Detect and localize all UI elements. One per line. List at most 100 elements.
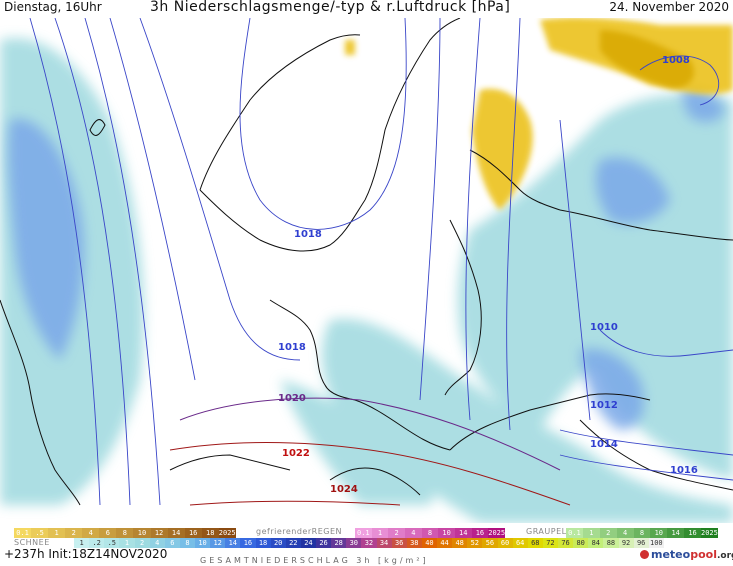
freezing-rain-label: gefrierenderREGEN [256, 527, 342, 536]
isobar-label: 1018 [278, 342, 306, 353]
map-header: Dienstag, 16Uhr 3h Niederschlagsmenge/-t… [0, 0, 733, 18]
legend-cell: .5 [31, 528, 49, 538]
legend-cell: 1 [371, 528, 389, 538]
meteopool-logo[interactable]: meteopool.org [640, 548, 733, 561]
valid-time: Dienstag, 16Uhr [4, 0, 102, 14]
legend-cell: 8 [633, 528, 651, 538]
legend-cell: 14 [167, 528, 185, 538]
legend-cell: .2 [89, 538, 105, 548]
isobar-lines-high [169, 397, 571, 506]
isobar-label: 1016 [670, 465, 698, 476]
isobar-lines [29, 18, 733, 506]
legend-cell: 10 [195, 538, 211, 548]
legend-cell: 4 [616, 528, 634, 538]
legend-cell: 1 [48, 528, 66, 538]
total-precip-label: GESAMTNIEDERSCHLAG 3h [kg/m²] [200, 556, 429, 565]
legend-cell: 100 [648, 538, 664, 548]
legend-cell: 16 [184, 528, 202, 538]
legend-cell: 12 [150, 528, 168, 538]
legend-cell: 14 [667, 528, 685, 538]
legend-cell: 6 [99, 528, 117, 538]
legend-cell: 26 [316, 538, 332, 548]
legend-cell: 4 [404, 528, 422, 538]
snow-field-heavy [600, 30, 694, 89]
legend-cell: 2 [388, 528, 405, 538]
legend-cell: 4 [149, 538, 165, 548]
legend-cell: 32 [361, 538, 377, 548]
legend-cell: 22 [285, 538, 301, 548]
legend-cell: 0.1 [355, 528, 372, 538]
legend-cell: 76 [558, 538, 574, 548]
isobar-label: 1022 [282, 448, 310, 459]
legend-cell: 20 [270, 538, 286, 548]
isobar-label: 1014 [590, 439, 618, 450]
legend-cell: 88 [603, 538, 619, 548]
legend-cell: 0.1 [14, 528, 32, 538]
legend-cell: 0.1 [566, 528, 583, 538]
legend-cell: .5 [104, 538, 120, 548]
legend-cell: 64 [512, 538, 528, 548]
legend-cell: 36 [391, 538, 407, 548]
legend-cell: 18 [255, 538, 271, 548]
legend-cell: 2 [599, 528, 617, 538]
legend-cell: 24 [300, 538, 316, 548]
legend-cell: 10 [650, 528, 668, 538]
legend-cell: 2 [134, 538, 150, 548]
legend-cell: 10 [438, 528, 455, 538]
legend-cell: 14 [225, 538, 241, 548]
legend-cell: 52 [467, 538, 483, 548]
legend-cell: 96 [633, 538, 649, 548]
legend-cell: 4 [82, 528, 100, 538]
legend-cell: 44 [437, 538, 453, 548]
legend-cell: 28 [331, 538, 347, 548]
legend-cell: 16 [471, 528, 489, 538]
legend-cell: 6 [164, 538, 180, 548]
legend-cell: 56 [482, 538, 498, 548]
isobar-labels: 1008 1018 1018 1010 1012 1014 1016 1020 … [278, 55, 698, 495]
valid-date: 24. November 2020 [609, 0, 729, 14]
logo-text-b: pool [690, 548, 717, 561]
rain-field-light [0, 38, 733, 523]
legend-cell: 10 [133, 528, 151, 538]
rain-scale: 1.2.5 1 2 4 6 8 10 12 14 16 18 20 22 24 26 28 30 32 34 36 38… [74, 538, 664, 548]
legend-cell: 80 [573, 538, 589, 548]
legend-cell: 16 [684, 528, 701, 538]
legend-cell: 84 [588, 538, 604, 548]
legend-cell: 2025+ [218, 528, 236, 538]
isobar-label: 1008 [662, 55, 690, 66]
legend-cell: 8 [421, 528, 439, 538]
legend-cell: 1 [74, 538, 90, 548]
legend-cell: 8 [179, 538, 195, 548]
snow-label: SCHNEE [14, 538, 50, 547]
legend-cell: 34 [376, 538, 392, 548]
logo-text-a: meteo [651, 548, 691, 561]
isobar-label: 1012 [590, 400, 618, 411]
legend-cell: 48 [452, 538, 468, 548]
legend-cell: 2025+ [488, 528, 505, 538]
legend-cell: 16 [240, 538, 256, 548]
legend-cell: 38 [406, 538, 422, 548]
legend-cell: 60 [497, 538, 513, 548]
legend-cell: 8 [116, 528, 134, 538]
legend-cell: 92 [618, 538, 634, 548]
precipitation-map: 1008 1018 1018 1010 1012 1014 1016 1020 … [0, 18, 733, 523]
legend-cell: 72 [542, 538, 558, 548]
legend-cell: 2 [65, 528, 83, 538]
logo-text-c: .org [716, 551, 733, 561]
legend-cell: 14 [454, 528, 472, 538]
map-title: 3h Niederschlagsmenge/-typ & r.Luftdruck… [150, 0, 511, 15]
logo-dot-icon [640, 550, 649, 559]
legend-cell: 1 [119, 538, 135, 548]
legend-cell: 68 [527, 538, 543, 548]
legend-cell: 2025+ [701, 528, 718, 538]
isobar-label: 1010 [590, 322, 618, 333]
model-run-info: +237h Init:18Z14NOV2020 [4, 547, 168, 561]
legend-cell: 1 [582, 528, 600, 538]
legend-cell: 18 [201, 528, 219, 538]
isobar-label: 1018 [294, 229, 322, 240]
